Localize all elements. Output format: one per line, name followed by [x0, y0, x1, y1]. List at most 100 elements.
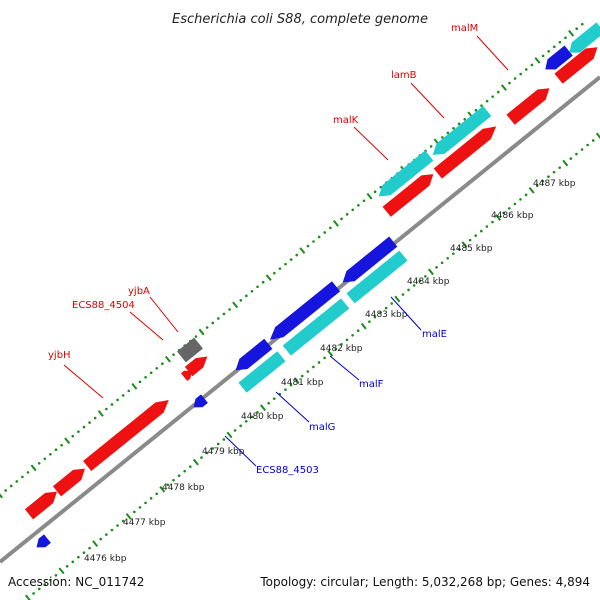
gene-label-malf[interactable]: malF	[359, 379, 384, 390]
gene-arrow[interactable]	[193, 394, 208, 408]
guide-dot	[54, 448, 58, 452]
guide-dot	[513, 202, 517, 206]
gene-arrow[interactable]	[346, 250, 408, 304]
gene-label-yjbh[interactable]: yjbH	[48, 350, 71, 361]
guide-dot	[452, 127, 455, 130]
guide-dot	[446, 131, 450, 135]
guide-dot	[183, 469, 186, 473]
guide-dot	[205, 451, 209, 455]
guide-dot	[317, 361, 321, 364]
gene-arrow[interactable]	[238, 351, 286, 393]
guide-dot	[329, 226, 332, 230]
gene-arrow[interactable]	[569, 22, 600, 53]
guide-dot	[384, 306, 388, 310]
gene-arrow[interactable]	[52, 468, 85, 497]
guide-dot	[49, 578, 52, 582]
guide-dot	[429, 145, 433, 148]
tick-mark	[131, 383, 138, 390]
guide-dot	[172, 478, 175, 482]
label-leader-line	[149, 296, 179, 333]
guide-dot	[575, 152, 578, 156]
tick-mark	[97, 410, 104, 417]
gene-arrow[interactable]	[432, 105, 492, 156]
guide-dot	[463, 117, 467, 121]
guide-dot	[357, 203, 360, 207]
tick-mark	[528, 186, 535, 194]
guide-dot	[300, 374, 304, 378]
guide-dot	[127, 389, 131, 393]
accession-text: Accession: NC_011742	[8, 575, 144, 589]
tick-mark	[562, 159, 569, 167]
gene-arrow[interactable]	[433, 126, 497, 179]
label-leader-line	[224, 435, 257, 467]
guide-dot	[424, 275, 427, 278]
gene-label-malk[interactable]: malK	[333, 115, 359, 126]
tick-mark	[192, 458, 199, 466]
guide-dot	[379, 185, 383, 189]
guide-dot	[105, 407, 108, 411]
gene-arrow[interactable]	[180, 370, 192, 382]
tick-label: 4482 kbp	[320, 344, 363, 354]
guide-dot	[552, 170, 556, 174]
guide-dot	[60, 443, 63, 447]
guide-dot	[530, 63, 534, 67]
gene-label-malg[interactable]: malG	[309, 422, 335, 433]
guide-dot	[435, 266, 438, 269]
guide-dot	[116, 398, 119, 402]
guide-dot	[524, 68, 528, 71]
guide-dot	[390, 302, 394, 305]
gene-label-yjba[interactable]: yjbA	[128, 286, 150, 297]
guide-dot	[379, 311, 382, 314]
gene-arrow[interactable]	[378, 150, 434, 197]
gene-label-ecs88_4503[interactable]: ECS88_4503	[256, 465, 319, 476]
gene-arrow[interactable]	[269, 281, 341, 340]
guide-dot	[368, 320, 371, 323]
gene-arrow[interactable]	[545, 45, 573, 70]
gene-arrow[interactable]	[554, 47, 598, 84]
guide-dot	[457, 122, 461, 126]
gene-label-ecs88_4504[interactable]: ECS88_4504	[72, 300, 135, 311]
guide-dot	[272, 397, 276, 400]
gene-arrow[interactable]	[177, 337, 203, 363]
guide-dot	[474, 108, 478, 112]
guide-dot	[49, 452, 52, 456]
gene-arrow[interactable]	[382, 174, 434, 217]
guide-dot	[211, 321, 215, 325]
guide-dot	[457, 247, 461, 251]
guide-dot	[110, 403, 114, 406]
guide-dot	[244, 420, 248, 423]
gene-arrow[interactable]	[282, 298, 350, 356]
guide-dot	[250, 289, 254, 293]
guide-dot	[508, 81, 511, 85]
guide-dot	[71, 560, 75, 564]
guide-dot	[547, 175, 550, 179]
tick-mark	[92, 540, 99, 547]
guide-dot	[468, 238, 472, 242]
guide-dot	[345, 213, 349, 216]
label-leader-line	[329, 355, 360, 381]
label-leader-line	[275, 391, 310, 423]
gene-labels: yjbH ECS88_4504 yjbA malK lamB malM ECS88_4503…	[48, 23, 478, 476]
gene-arrow[interactable]	[506, 88, 550, 125]
gene-arrow[interactable]	[342, 236, 398, 283]
tick-label: 4480 kbp	[241, 412, 284, 422]
gene-label-leaders	[63, 35, 509, 467]
guide-dot	[4, 489, 7, 492]
guide-dot	[71, 434, 75, 438]
guide-dot	[194, 335, 198, 338]
gene-label-male[interactable]: malE	[422, 329, 447, 340]
guide-dot	[155, 492, 159, 496]
guide-dot	[535, 184, 539, 188]
label-leader-line	[129, 311, 164, 341]
gene-arrow[interactable]	[36, 534, 51, 548]
guide-dot	[77, 430, 80, 433]
gene-arrow[interactable]	[235, 338, 273, 371]
gene-features[interactable]	[24, 22, 600, 548]
gene-label-lamb[interactable]: lamB	[391, 70, 417, 81]
gene-arrow[interactable]	[83, 399, 169, 472]
guide-dot	[239, 424, 242, 428]
gene-arrow[interactable]	[24, 491, 57, 520]
tick-label: 4481 kbp	[281, 378, 324, 388]
gene-label-malm[interactable]: malM	[451, 23, 478, 34]
